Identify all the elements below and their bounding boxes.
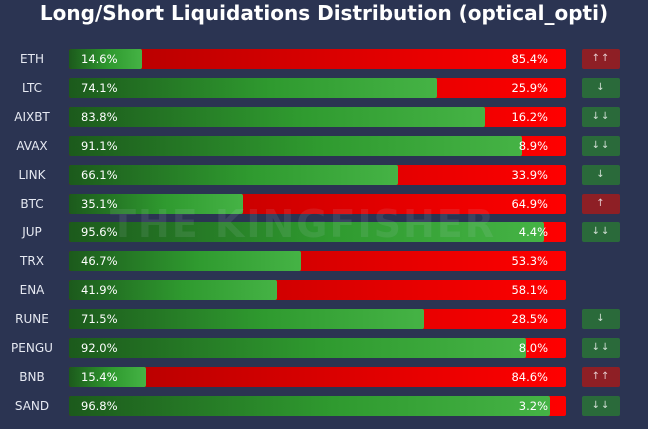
- short-bar: 14.6% 85.4%: [69, 49, 566, 69]
- long-value-label: 96.8%: [81, 399, 118, 413]
- long-value-label: 15.4%: [81, 370, 118, 384]
- long-value-label: 92.0%: [81, 341, 118, 355]
- long-value-label: 95.6%: [81, 225, 118, 239]
- chart-row: AVAX 91.1% 8.9% ↓↓: [0, 135, 648, 157]
- short-value-label: 64.9%: [511, 197, 548, 211]
- long-value-label: 14.6%: [81, 52, 118, 66]
- symbol-label: JUP: [22, 225, 42, 239]
- arrow-down-icon: ↓↓: [582, 222, 620, 242]
- short-value-label: 85.4%: [511, 52, 548, 66]
- long-bar: [69, 49, 142, 69]
- chart-row: LTC 74.1% 25.9% ↓: [0, 77, 648, 99]
- arrow-down-icon: ↓: [582, 78, 620, 98]
- long-bar: [69, 280, 278, 300]
- long-value-label: 83.8%: [81, 110, 118, 124]
- symbol-label: ETH: [20, 52, 44, 66]
- chart-title: Long/Short Liquidations Distribution (op…: [39, 1, 609, 25]
- symbol-label: SAND: [14, 399, 50, 413]
- arrow-down-icon: ↓↓: [582, 396, 620, 416]
- arrow-down-icon: ↓: [582, 165, 620, 185]
- short-bar: 35.1% 64.9%: [69, 194, 566, 214]
- short-value-label: 58.1%: [511, 283, 548, 297]
- chart-row: ETH 14.6% 85.4% ↑↑: [0, 48, 648, 70]
- chart-row: BNB 15.4% 84.6% ↑↑: [0, 366, 648, 388]
- short-bar: 46.7% 53.3%: [69, 251, 566, 271]
- short-value-label: 33.9%: [511, 168, 548, 182]
- long-bar: [69, 396, 551, 416]
- short-bar: 83.8% 16.2%: [69, 107, 566, 127]
- chart-row: BTC 35.1% 64.9% ↑: [0, 193, 648, 215]
- long-value-label: 41.9%: [81, 283, 118, 297]
- arrow-down-icon: ↓↓: [582, 136, 620, 156]
- short-bar: 15.4% 84.6%: [69, 367, 566, 387]
- chart-row: ENA 41.9% 58.1%: [0, 279, 648, 301]
- long-value-label: 35.1%: [81, 197, 118, 211]
- short-bar: 71.5% 28.5%: [69, 309, 566, 329]
- long-bar: [69, 78, 438, 98]
- symbol-label: BNB: [19, 370, 45, 384]
- arrow-up-icon: ↑↑: [582, 49, 620, 69]
- chart-row: TRX 46.7% 53.3%: [0, 250, 648, 272]
- symbol-label: PENGU: [11, 341, 53, 355]
- short-bar: 95.6% 4.4%: [69, 222, 566, 242]
- symbol-label: LINK: [18, 168, 46, 182]
- long-bar: [69, 165, 398, 185]
- short-bar: 66.1% 33.9%: [69, 165, 566, 185]
- short-value-label: 3.2%: [518, 399, 548, 413]
- short-bar: 96.8% 3.2%: [69, 396, 566, 416]
- short-bar: 91.1% 8.9%: [69, 136, 566, 156]
- chart-row: JUP 95.6% 4.4% ↓↓: [0, 221, 648, 243]
- long-bar: [69, 194, 244, 214]
- short-value-label: 84.6%: [511, 370, 548, 384]
- short-value-label: 8.9%: [518, 139, 548, 153]
- long-value-label: 46.7%: [81, 254, 118, 268]
- symbol-label: AVAX: [16, 139, 48, 153]
- symbol-label: AIXBT: [14, 110, 50, 124]
- long-bar: [69, 107, 486, 127]
- symbol-label: LTC: [21, 81, 43, 95]
- long-bar: [69, 222, 545, 242]
- arrow-down-icon: ↓↓: [582, 338, 620, 358]
- short-value-label: 25.9%: [511, 81, 548, 95]
- long-value-label: 66.1%: [81, 168, 118, 182]
- long-bar: [69, 251, 302, 271]
- short-value-label: 4.4%: [518, 225, 548, 239]
- short-bar: 41.9% 58.1%: [69, 280, 566, 300]
- symbol-label: BTC: [20, 197, 44, 211]
- short-value-label: 16.2%: [511, 110, 548, 124]
- long-value-label: 71.5%: [81, 312, 118, 326]
- long-value-label: 91.1%: [81, 139, 118, 153]
- long-bar: [69, 309, 425, 329]
- chart-row: SAND 96.8% 3.2% ↓↓: [0, 395, 648, 417]
- long-bar: [69, 338, 527, 358]
- chart-row: LINK 66.1% 33.9% ↓: [0, 164, 648, 186]
- short-value-label: 8.0%: [518, 341, 548, 355]
- short-bar: 74.1% 25.9%: [69, 78, 566, 98]
- chart-row: AIXBT 83.8% 16.2% ↓↓: [0, 106, 648, 128]
- symbol-label: RUNE: [15, 312, 49, 326]
- symbol-label: TRX: [20, 254, 44, 268]
- arrow-down-icon: ↓↓: [582, 107, 620, 127]
- chart-row: PENGU 92.0% 8.0% ↓↓: [0, 337, 648, 359]
- symbol-label: ENA: [19, 283, 45, 297]
- long-bar: [69, 367, 146, 387]
- long-value-label: 74.1%: [81, 81, 118, 95]
- chart-row: RUNE 71.5% 28.5% ↓: [0, 308, 648, 330]
- short-value-label: 28.5%: [511, 312, 548, 326]
- short-bar: 92.0% 8.0%: [69, 338, 566, 358]
- arrow-up-icon: ↑↑: [582, 367, 620, 387]
- arrow-up-icon: ↑: [582, 194, 620, 214]
- short-value-label: 53.3%: [511, 254, 548, 268]
- long-bar: [69, 136, 522, 156]
- arrow-down-icon: ↓: [582, 309, 620, 329]
